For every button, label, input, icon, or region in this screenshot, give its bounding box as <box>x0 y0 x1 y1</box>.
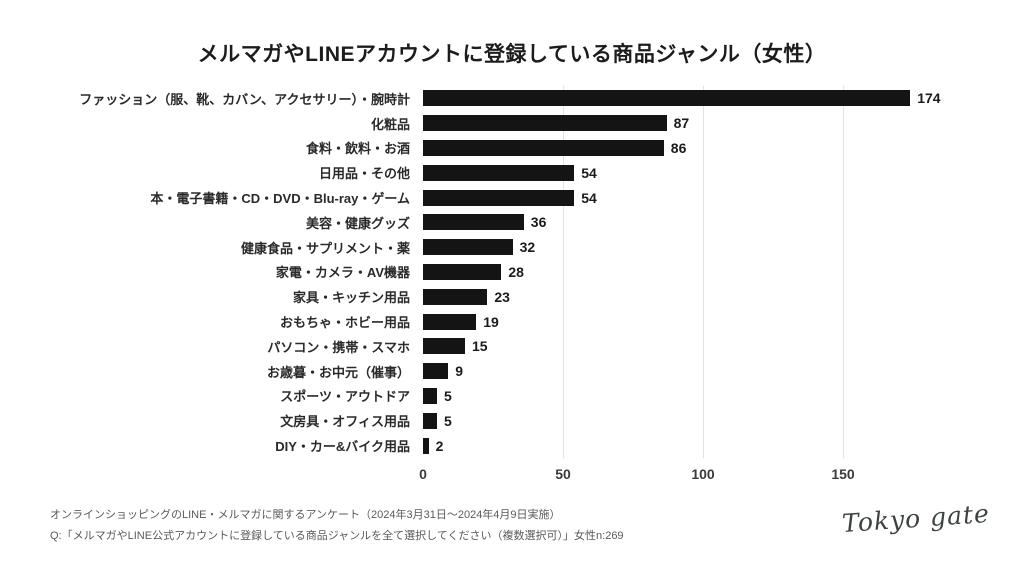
bar <box>423 338 465 355</box>
value-label: 23 <box>494 288 510 305</box>
bar <box>423 363 449 380</box>
chart-row: DIY・カー&バイク用品 2 <box>40 433 984 458</box>
value-label: 19 <box>483 313 499 330</box>
bar-track: 9 <box>423 359 984 384</box>
category-label: 化粧品 <box>370 116 410 132</box>
gridline <box>563 86 564 458</box>
chart-row: お歳暮・お中元（催事） 9 <box>40 359 984 384</box>
category-label: 家具・キッチン用品 <box>292 290 410 306</box>
source-line-1: オンラインショッピングのLINE・メルマガに関するアンケート（2024年3月31… <box>50 509 561 521</box>
x-axis-tick-label: 0 <box>419 466 427 482</box>
value-label: 32 <box>519 239 536 256</box>
chart-row: 文房具・オフィス用品 5 <box>40 408 984 433</box>
category-label: ファッション（服、靴、カバン、アクセサリー）・腕時計 <box>79 91 410 107</box>
chart-row: 本・電子書籍・CD・DVD・Blu-ray・ゲーム 54 <box>40 185 984 210</box>
category-label: 文房具・オフィス用品 <box>280 414 410 430</box>
value-label: 174 <box>917 90 941 107</box>
x-axis-tick-label: 150 <box>831 466 855 482</box>
value-label: 54 <box>581 164 597 181</box>
bar <box>423 313 477 330</box>
category-label: 美容・健康グッズ <box>305 215 410 231</box>
category-label: パソコン・携帯・スマホ <box>267 339 410 355</box>
value-label: 86 <box>670 139 687 156</box>
category-label: スポーツ・アウトドア <box>280 389 410 405</box>
chart-rows: ファッション（服、靴、カバン、アクセサリー）・腕時計 174 化粧品 87 食料・飲料・… <box>40 86 984 458</box>
bar-track: 2 <box>423 433 984 458</box>
value-label: 36 <box>530 214 547 231</box>
value-label: 2 <box>435 437 444 454</box>
chart-row: スポーツ・アウトドア 5 <box>40 384 984 409</box>
bar-track: 54 <box>423 160 984 185</box>
category-label: 健康食品・サプリメント・薬 <box>240 240 410 256</box>
chart-row: おもちゃ・ホビー用品 19 <box>40 309 984 334</box>
category-label: おもちゃ・ホビー用品 <box>279 315 410 331</box>
value-label: 87 <box>673 115 690 132</box>
chart-title: メルマガやLINEアカウントに登録している商品ジャンル（女性） <box>197 43 827 66</box>
bar <box>423 263 502 280</box>
chart-row: ファッション（服、靴、カバン、アクセサリー）・腕時計 174 <box>40 86 984 111</box>
category-label: 家電・カメラ・AV機器 <box>275 265 410 281</box>
bar-track: 86 <box>423 136 984 161</box>
chart-row: 家電・カメラ・AV機器 28 <box>40 260 984 285</box>
bar-track: 23 <box>423 284 984 309</box>
x-axis: 0 50 100 150 <box>419 466 984 486</box>
bar-track: 15 <box>423 334 984 359</box>
bar <box>423 214 524 231</box>
bar-track: 28 <box>423 260 984 285</box>
value-label: 15 <box>472 338 488 355</box>
bar <box>423 437 429 454</box>
gridline <box>843 86 844 458</box>
bar <box>423 412 437 429</box>
chart-row: 美容・健康グッズ 36 <box>40 210 984 235</box>
gridline <box>703 86 704 458</box>
category-label: 食料・飲料・お酒 <box>305 141 410 157</box>
bar <box>423 239 513 256</box>
bar-track: 174 <box>423 86 984 111</box>
bar <box>423 189 575 206</box>
bar-track: 19 <box>423 309 984 334</box>
chart-row: 化粧品 87 <box>40 111 984 136</box>
category-label: 本・電子書籍・CD・DVD・Blu-ray・ゲーム <box>150 191 410 207</box>
bar-track: 87 <box>423 111 984 136</box>
x-axis-tick-label: 100 <box>691 466 715 482</box>
bar-track: 36 <box>423 210 984 235</box>
value-label: 28 <box>508 263 524 280</box>
bar <box>423 115 667 132</box>
bar-chart: ファッション（服、靴、カバン、アクセサリー）・腕時計 174 化粧品 87 食料・飲料・… <box>40 86 984 460</box>
bar <box>423 90 911 107</box>
bar-track: 32 <box>423 235 984 260</box>
chart-row: 食料・飲料・お酒 86 <box>40 136 984 161</box>
bar-track: 5 <box>423 384 984 409</box>
value-label: 5 <box>444 387 452 404</box>
category-label: お歳暮・お中元（催事） <box>266 364 410 380</box>
bar <box>423 387 437 404</box>
chart-row: パソコン・携帯・スマホ 15 <box>40 334 984 359</box>
x-axis-tick-label: 50 <box>555 466 571 482</box>
bar <box>423 139 664 156</box>
value-label: 9 <box>455 363 463 380</box>
category-label: 日用品・その他 <box>318 166 410 182</box>
gridline-layer <box>423 86 984 458</box>
tokyo-gate-logo: Tokyo gate <box>841 498 991 539</box>
chart-row: 日用品・その他 54 <box>40 160 984 185</box>
bar-track: 54 <box>423 185 984 210</box>
chart-row: 健康食品・サプリメント・薬 32 <box>40 235 984 260</box>
bar <box>423 288 488 305</box>
value-label: 5 <box>444 412 452 429</box>
source-line-2: Q:「メルマガやLINE公式アカウントに登録している商品ジャンルを全て選択してく… <box>50 530 624 542</box>
chart-row: 家具・キッチン用品 23 <box>40 284 984 309</box>
source-note: オンラインショッピングのLINE・メルマガに関するアンケート（2024年3月31… <box>50 505 624 547</box>
bar <box>423 164 575 181</box>
value-label: 54 <box>581 189 597 206</box>
category-label: DIY・カー&バイク用品 <box>275 439 410 455</box>
bar-track: 5 <box>423 408 984 433</box>
